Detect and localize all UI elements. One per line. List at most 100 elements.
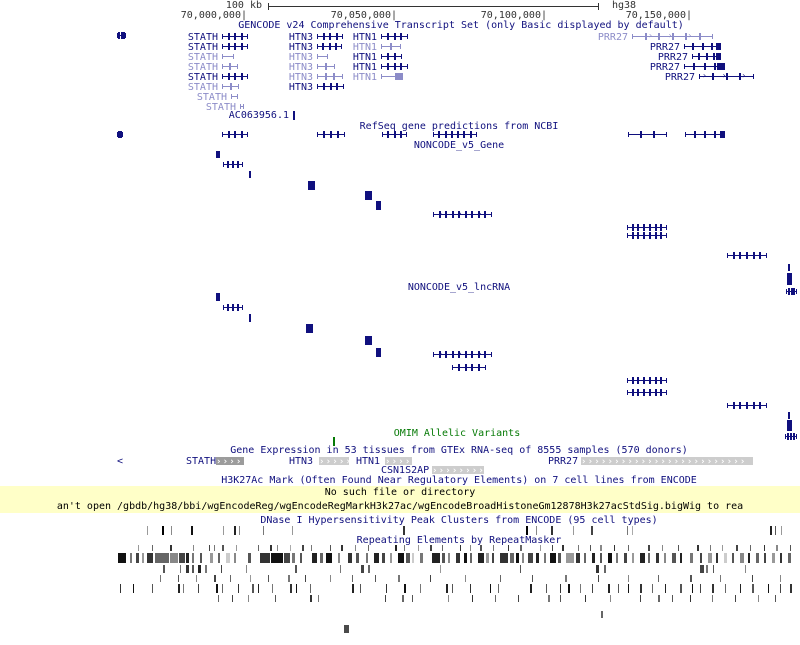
gencode-gene-label[interactable]: STATH (187, 62, 218, 73)
track-title-gencode[interactable]: GENCODE v24 Comprehensive Transcript Set… (238, 20, 684, 31)
noncode-lncrna-gene-structure[interactable]: › › › (433, 349, 492, 358)
refseq-gene-structure[interactable] (628, 131, 667, 138)
noncode-gene-block[interactable] (308, 181, 315, 190)
noncode-lncrna-block[interactable] (306, 324, 313, 333)
gencode-gene-structure[interactable] (240, 103, 244, 110)
gencode-gene-label[interactable]: PRR27 (657, 52, 688, 63)
gencode-gene-structure[interactable] (231, 93, 238, 100)
gtex-expression-arrow-box[interactable]: ›››››››› (432, 466, 484, 474)
gencode-gene-structure[interactable] (381, 73, 403, 80)
gencode-tick[interactable] (293, 111, 295, 120)
noncode-gene-tick[interactable] (249, 171, 251, 178)
track-title-omim[interactable]: OMIM Allelic Variants (393, 428, 521, 439)
noncode-lncrna-block[interactable] (787, 420, 792, 431)
refseq-gene-structure[interactable] (382, 131, 407, 138)
gencode-gene-label[interactable]: HTN1 (352, 62, 377, 73)
noncode-gene-block[interactable] (787, 273, 792, 285)
refseq-gene-structure[interactable] (222, 131, 248, 138)
gencode-gene-label[interactable]: HTN3 (288, 72, 313, 83)
noncode-lncrna-gene-structure[interactable] (627, 377, 667, 384)
gtex-expression-arrow-box[interactable]: ›››› (216, 457, 244, 465)
noncode-gene-block[interactable] (365, 191, 372, 200)
noncode-lncrna-gene-structure[interactable] (223, 304, 243, 311)
omim-tick[interactable] (333, 437, 335, 446)
gencode-gene-label[interactable]: PRR27 (664, 72, 695, 83)
track-title-gtex[interactable]: Gene Expression in 53 tissues from GTEx … (230, 445, 688, 456)
track-title-repeatmasker[interactable]: Repeating Elements by RepeatMasker (356, 535, 562, 546)
gencode-gene-structure[interactable] (222, 73, 248, 80)
noncode-gene-gene-structure[interactable] (727, 252, 767, 259)
gencode-gene-structure[interactable] (684, 63, 725, 70)
gencode-gene-structure[interactable] (381, 63, 408, 70)
gencode-gene-label[interactable]: STATH (205, 102, 236, 113)
noncode-gene-clipped-item[interactable] (786, 288, 797, 295)
gencode-gene-structure[interactable]: › › › (699, 71, 754, 80)
gencode-gene-label[interactable]: AC063956.1 (228, 110, 289, 121)
gencode-gene-structure[interactable] (317, 73, 343, 80)
gtex-gene-label[interactable]: HTN1 (356, 456, 381, 467)
repeatmasker-row[interactable] (0, 584, 800, 593)
gtex-expression-arrow-box[interactable]: ››››› (385, 457, 412, 465)
gencode-gene-structure[interactable] (317, 33, 343, 40)
gencode-gene-structure[interactable] (317, 53, 328, 60)
gtex-expression-arrow-box[interactable]: ››››› (319, 457, 349, 465)
gencode-gene-structure[interactable]: › › › (632, 31, 713, 40)
noncode-lncrna-tick[interactable] (249, 314, 251, 322)
track-title-dnase[interactable]: DNase I Hypersensitivity Peak Clusters f… (260, 515, 658, 526)
track-title-h3k27ac[interactable]: H3K27Ac Mark (Often Found Near Regulator… (221, 475, 697, 486)
gencode-gene-label[interactable]: STATH (196, 92, 227, 103)
noncode-gene-tick[interactable] (788, 264, 790, 271)
gtex-gene-label[interactable]: PRR27 (548, 456, 579, 467)
gtex-gene-label[interactable]: HTN3 (289, 456, 314, 467)
noncode-lncrna-tick[interactable] (788, 412, 790, 419)
track-title-refseq[interactable]: RefSeq gene predictions from NCBI (359, 121, 559, 132)
noncode-gene-gene-structure[interactable] (627, 232, 667, 239)
gencode-gene-structure[interactable] (317, 43, 342, 50)
gencode-gene-label[interactable]: STATH (187, 52, 218, 63)
gencode-gene-label[interactable]: STATH (187, 72, 218, 83)
gencode-gene-label[interactable]: HTN3 (288, 62, 313, 73)
gencode-gene-label[interactable]: HTN3 (288, 42, 313, 53)
noncode-gene-gene-structure[interactable] (627, 224, 667, 231)
gencode-clipped-item[interactable] (117, 32, 126, 39)
refseq-clipped-item[interactable] (117, 131, 123, 138)
repeatmasker-row[interactable] (0, 595, 800, 602)
gtex-left-clip-label[interactable]: < (117, 456, 124, 467)
gencode-gene-structure[interactable] (222, 33, 248, 40)
noncode-lncrna-block[interactable] (376, 348, 381, 357)
gencode-gene-structure[interactable] (381, 43, 401, 50)
repeatmasker-row[interactable] (0, 545, 800, 551)
gencode-gene-label[interactable]: PRR27 (649, 42, 680, 53)
gencode-gene-label[interactable]: HTN1 (352, 52, 377, 63)
repeatmasker-row[interactable] (0, 553, 800, 563)
gencode-gene-label[interactable]: HTN1 (352, 42, 377, 53)
noncode-lncrna-block[interactable] (216, 293, 220, 301)
gencode-gene-label[interactable]: HTN1 (352, 32, 377, 43)
gencode-gene-structure[interactable] (684, 43, 721, 50)
gencode-gene-label[interactable]: HTN3 (288, 32, 313, 43)
dnase-track-row[interactable] (0, 526, 800, 535)
noncode-lncrna-clipped-item[interactable] (785, 433, 797, 440)
gencode-gene-structure[interactable] (222, 63, 238, 70)
gencode-gene-label[interactable]: PRR27 (649, 62, 680, 73)
gencode-gene-structure[interactable] (317, 63, 335, 70)
refseq-gene-structure[interactable] (317, 131, 345, 138)
noncode-lncrna-gene-structure[interactable] (452, 364, 486, 371)
track-title-noncode-lncrna[interactable]: NONCODE_v5_lncRNA (407, 282, 511, 293)
gencode-gene-label[interactable]: STATH (187, 32, 218, 43)
noncode-lncrna-gene-structure[interactable] (727, 402, 767, 409)
gencode-gene-label[interactable]: HTN3 (288, 82, 313, 93)
gencode-gene-structure[interactable] (317, 83, 344, 90)
gtex-gene-label[interactable]: STATH (186, 456, 217, 467)
repeatmasker-row[interactable] (0, 565, 800, 573)
track-title-noncode-gene[interactable]: NONCODE_v5_Gene (413, 140, 505, 151)
gencode-gene-structure[interactable] (692, 53, 721, 60)
gencode-gene-label[interactable]: HTN3 (288, 52, 313, 63)
noncode-gene-block[interactable] (216, 151, 220, 158)
gencode-gene-structure[interactable] (222, 53, 234, 60)
noncode-lncrna-gene-structure[interactable] (627, 389, 667, 396)
gtex-expression-arrow-box[interactable]: ››››››››››››››››››››››››› (581, 457, 753, 465)
gencode-gene-structure[interactable] (222, 43, 248, 50)
gencode-gene-structure[interactable] (222, 83, 239, 90)
gencode-gene-structure[interactable] (381, 53, 402, 60)
